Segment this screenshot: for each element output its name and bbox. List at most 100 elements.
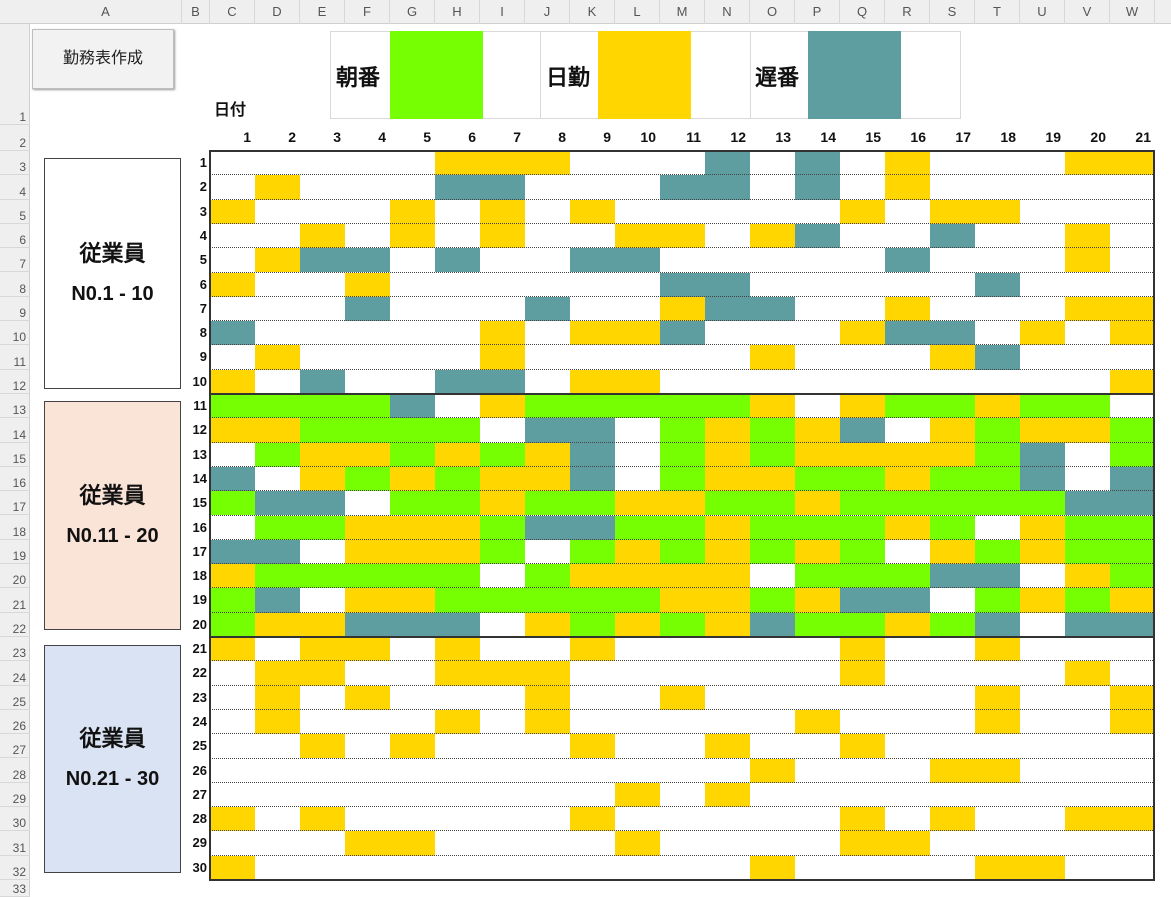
shift-cell[interactable] [300, 418, 345, 443]
shift-cell[interactable] [345, 515, 390, 540]
shift-cell[interactable] [660, 370, 705, 394]
shift-cell[interactable] [660, 345, 705, 369]
shift-cell[interactable] [480, 539, 525, 565]
shift-cell[interactable] [1110, 466, 1155, 492]
shift-cell[interactable] [210, 564, 255, 589]
row-header-15[interactable]: 15 [0, 443, 30, 467]
shift-cell[interactable] [390, 588, 435, 613]
shift-cell[interactable] [615, 637, 660, 661]
shift-cell[interactable] [975, 588, 1020, 613]
shift-cell[interactable] [930, 564, 975, 589]
shift-cell[interactable] [480, 856, 525, 880]
shift-cell[interactable] [705, 588, 750, 613]
shift-cell[interactable] [570, 807, 615, 832]
shift-cell[interactable] [705, 759, 750, 783]
shift-cell[interactable] [525, 224, 570, 248]
shift-cell[interactable] [345, 418, 390, 443]
shift-cell[interactable] [210, 321, 255, 346]
shift-cell[interactable] [1110, 418, 1155, 443]
row-header-13[interactable]: 13 [0, 394, 30, 419]
shift-cell[interactable] [345, 151, 390, 175]
shift-cell[interactable] [795, 831, 840, 855]
shift-cell[interactable] [975, 855, 1020, 880]
shift-cell[interactable] [975, 734, 1020, 758]
shift-cell[interactable] [1110, 759, 1155, 783]
shift-cell[interactable] [255, 856, 300, 880]
shift-cell[interactable] [795, 223, 840, 249]
row-header-18[interactable]: 18 [0, 516, 30, 540]
shift-cell[interactable] [390, 515, 435, 540]
shift-cell[interactable] [390, 491, 435, 516]
shift-cell[interactable] [840, 151, 885, 175]
shift-cell[interactable] [210, 272, 255, 297]
shift-cell[interactable] [705, 321, 750, 345]
shift-cell[interactable] [435, 394, 480, 418]
shift-cell[interactable] [435, 321, 480, 345]
shift-cell[interactable] [930, 297, 975, 321]
row-header-22[interactable]: 22 [0, 613, 30, 637]
shift-cell[interactable] [480, 199, 525, 224]
shift-cell[interactable] [570, 248, 615, 273]
shift-cell[interactable] [255, 759, 300, 783]
shift-cell[interactable] [930, 394, 975, 419]
shift-cell[interactable] [1110, 296, 1155, 322]
shift-cell[interactable] [210, 710, 255, 734]
shift-cell[interactable] [795, 321, 840, 345]
shift-cell[interactable] [615, 443, 660, 467]
shift-cell[interactable] [570, 539, 615, 565]
shift-cell[interactable] [345, 394, 390, 419]
shift-cell[interactable] [615, 151, 660, 175]
shift-cell[interactable] [885, 588, 930, 613]
shift-cell[interactable] [930, 515, 975, 540]
shift-cell[interactable] [345, 442, 390, 467]
shift-cell[interactable] [660, 200, 705, 224]
shift-cell[interactable] [390, 151, 435, 175]
row-header-8[interactable]: 8 [0, 273, 30, 297]
shift-cell[interactable] [480, 637, 525, 661]
shift-cell[interactable] [750, 418, 795, 443]
shift-cell[interactable] [750, 200, 795, 224]
shift-cell[interactable] [255, 224, 300, 248]
shift-cell[interactable] [930, 783, 975, 807]
shift-cell[interactable] [255, 491, 300, 516]
shift-cell[interactable] [210, 855, 255, 880]
shift-cell[interactable] [345, 466, 390, 492]
shift-cell[interactable] [615, 612, 660, 637]
shift-cell[interactable] [345, 612, 390, 637]
shift-cell[interactable] [435, 273, 480, 297]
shift-cell[interactable] [1020, 151, 1065, 175]
shift-cell[interactable] [390, 831, 435, 856]
shift-cell[interactable] [660, 637, 705, 661]
shift-cell[interactable] [525, 759, 570, 783]
shift-cell[interactable] [390, 199, 435, 224]
shift-cell[interactable] [570, 564, 615, 589]
shift-cell[interactable] [750, 248, 795, 272]
shift-cell[interactable] [930, 370, 975, 394]
shift-cell[interactable] [750, 612, 795, 637]
shift-cell[interactable] [1065, 394, 1110, 419]
shift-cell[interactable] [480, 223, 525, 249]
shift-cell[interactable] [480, 710, 525, 734]
shift-cell[interactable] [300, 175, 345, 199]
shift-cell[interactable] [1020, 273, 1065, 297]
row-header-19[interactable]: 19 [0, 540, 30, 565]
shift-cell[interactable] [525, 394, 570, 419]
shift-cell[interactable] [1020, 175, 1065, 199]
shift-cell[interactable] [975, 685, 1020, 710]
shift-cell[interactable] [1020, 734, 1065, 758]
shift-cell[interactable] [255, 200, 300, 224]
shift-cell[interactable] [435, 466, 480, 492]
row-header-11[interactable]: 11 [0, 345, 30, 370]
shift-cell[interactable] [525, 200, 570, 224]
shift-cell[interactable] [1110, 515, 1155, 540]
column-header-f[interactable]: F [345, 0, 390, 24]
shift-cell[interactable] [255, 297, 300, 321]
shift-cell[interactable] [480, 297, 525, 321]
shift-cell[interactable] [1065, 710, 1110, 734]
shift-cell[interactable] [750, 321, 795, 345]
shift-cell[interactable] [255, 564, 300, 589]
shift-cell[interactable] [1065, 200, 1110, 224]
shift-cell[interactable] [750, 564, 795, 588]
column-header-c[interactable]: C [210, 0, 255, 24]
shift-cell[interactable] [975, 758, 1020, 783]
